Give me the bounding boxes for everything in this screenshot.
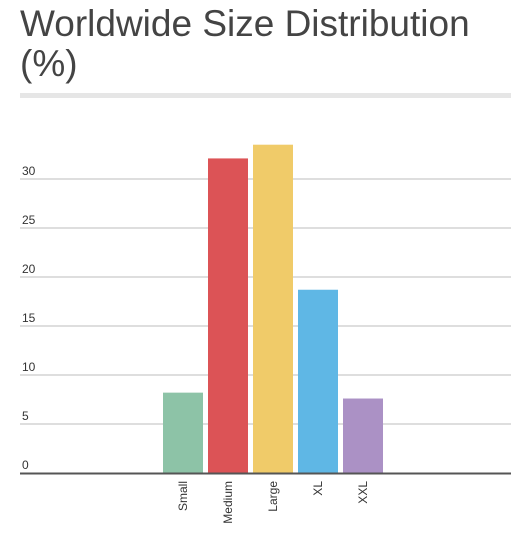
y-tick-label: 15 [22, 311, 36, 325]
y-tick-label: 30 [22, 164, 36, 178]
x-tick-label: Small [176, 481, 190, 511]
title-divider [20, 93, 511, 98]
bar-xxl [343, 398, 383, 473]
bar-small [163, 392, 203, 473]
x-tick-label: Medium [221, 481, 235, 524]
bar-xl [298, 289, 338, 473]
y-tick-label: 5 [22, 409, 29, 423]
y-tick-label: 25 [22, 213, 36, 227]
x-tick-label: XL [311, 481, 325, 496]
y-tick-label: 20 [22, 262, 36, 276]
y-tick-label: 0 [22, 458, 29, 472]
bars [163, 144, 383, 474]
x-tick-label: Large [266, 481, 280, 512]
bar-medium [208, 158, 248, 474]
category-labels: Small Medium Large XL XXL [176, 481, 370, 524]
bar-large [253, 144, 293, 473]
chart-title: Worldwide Size Distribution (%) [20, 3, 470, 84]
x-tick-label: XXL [356, 481, 370, 504]
y-tick-label: 10 [22, 360, 36, 374]
